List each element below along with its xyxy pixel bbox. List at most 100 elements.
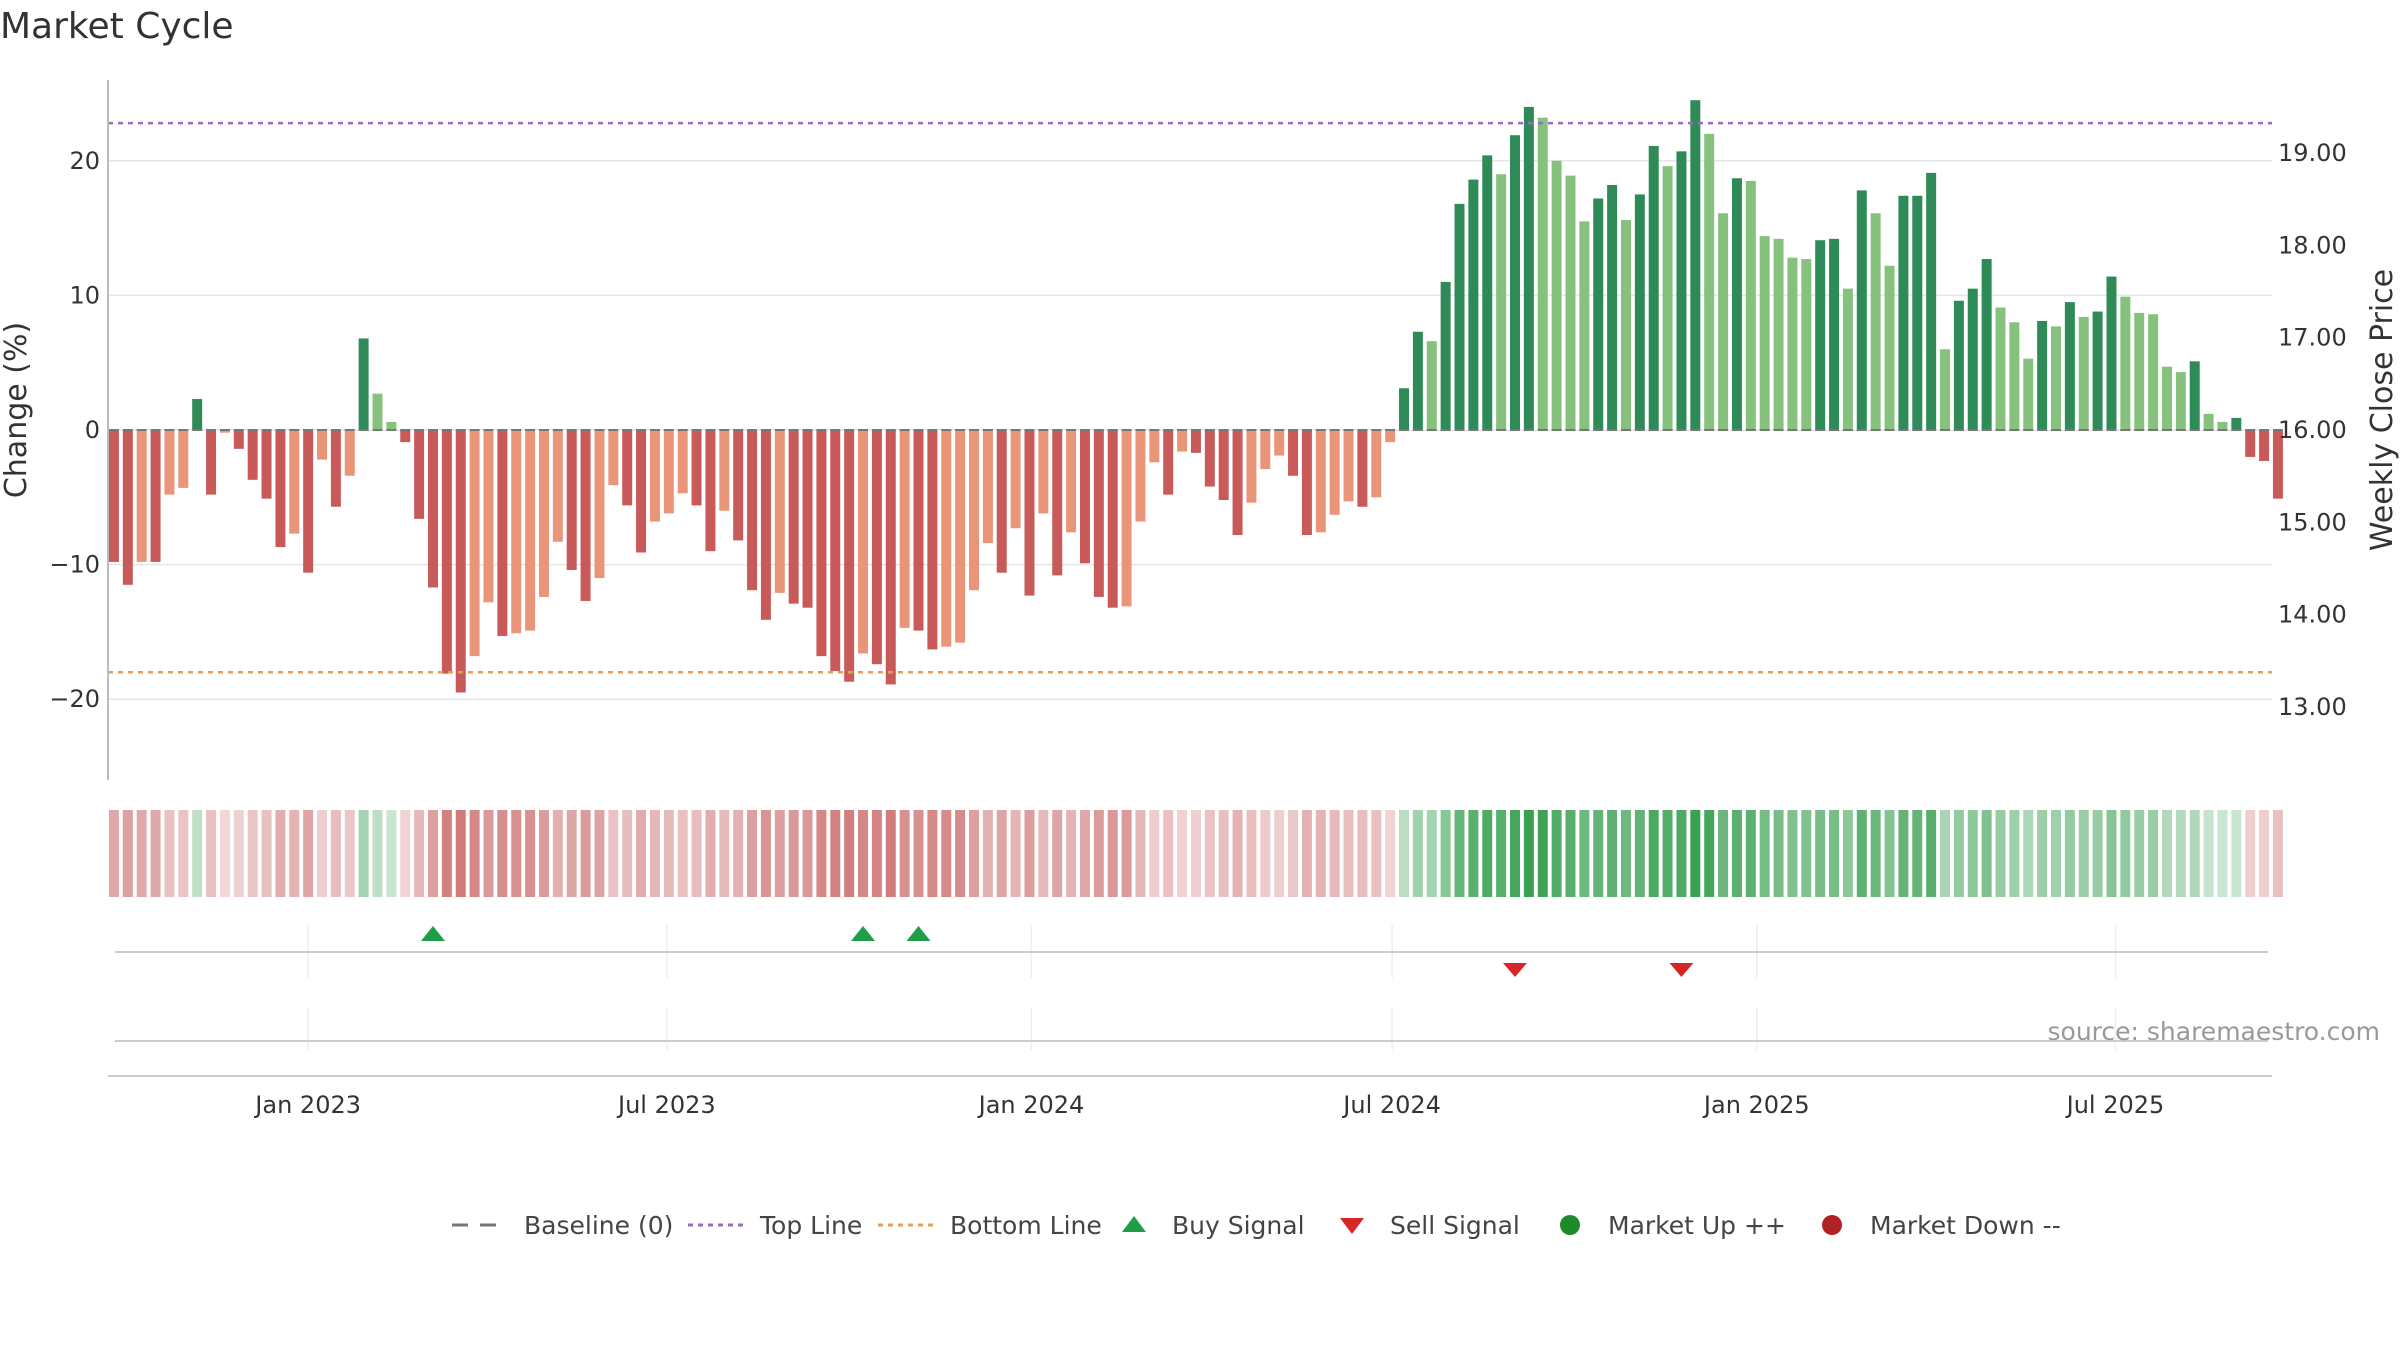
heat-cell xyxy=(1718,810,1729,897)
bar xyxy=(1052,430,1063,576)
heat-cell xyxy=(636,810,647,897)
sell-signal-marker xyxy=(1669,963,1694,977)
heat-cell xyxy=(1676,810,1687,897)
bar xyxy=(1634,194,1645,430)
heat-cell xyxy=(1856,810,1867,897)
bar xyxy=(1399,388,1410,430)
bar xyxy=(511,430,522,634)
bar xyxy=(636,430,647,553)
legend-label: Baseline (0) xyxy=(524,1211,673,1240)
heat-cell xyxy=(1190,810,1201,897)
heat-cell xyxy=(705,810,716,897)
bar xyxy=(1607,185,1618,430)
bar xyxy=(1066,430,1077,533)
bar xyxy=(2037,320,2048,430)
bar xyxy=(303,430,314,573)
bar xyxy=(885,430,896,685)
heat-cell xyxy=(1940,810,1951,897)
bar xyxy=(1385,430,1396,443)
heat-cell xyxy=(1523,810,1534,897)
legend-label: Bottom Line xyxy=(950,1211,1102,1240)
bar xyxy=(525,430,536,631)
heat-cell xyxy=(1218,810,1229,897)
heat-cell xyxy=(344,810,355,897)
heat-cell xyxy=(1537,810,1548,897)
heat-cell xyxy=(1593,810,1604,897)
heat-cell xyxy=(1038,810,1049,897)
buy-signal-marker xyxy=(851,926,876,941)
y2-tick-label: 18.00 xyxy=(2278,231,2347,259)
legend-swatch-buy xyxy=(1122,1216,1146,1232)
bar xyxy=(317,430,328,460)
bar xyxy=(1593,198,1604,430)
bar xyxy=(372,393,383,430)
bar xyxy=(927,430,938,650)
heat-cell xyxy=(164,810,175,897)
bar xyxy=(2051,326,2061,430)
bars-layer xyxy=(108,100,2283,693)
heat-cell xyxy=(497,810,508,897)
heat-cell xyxy=(1232,810,1243,897)
bar xyxy=(1565,175,1576,430)
x-tick-label: Jul 2023 xyxy=(616,1091,716,1119)
bar xyxy=(871,430,882,665)
heat-cell xyxy=(1551,810,1562,897)
heat-cell xyxy=(927,810,938,897)
bar xyxy=(1995,307,2006,430)
bar xyxy=(1926,172,1937,430)
bar xyxy=(192,399,203,430)
bar xyxy=(1620,220,1631,430)
bar xyxy=(677,430,688,494)
heat-cell xyxy=(1648,810,1659,897)
heat-cell xyxy=(566,810,577,897)
bar xyxy=(386,421,397,430)
axes-layer: 20 10 0 −10 −20 19.00 18.00 17.00 16.00 15.00 14.0… xyxy=(0,80,2400,780)
bar xyxy=(1870,213,1881,430)
heat-cell xyxy=(996,810,1007,897)
bar xyxy=(1815,240,1826,430)
legend-swatch-market-down xyxy=(1822,1215,1842,1235)
bar xyxy=(816,430,827,657)
bar xyxy=(705,430,716,552)
heat-cell xyxy=(2023,810,2034,897)
bar xyxy=(1079,430,1090,564)
heat-cell xyxy=(913,810,924,897)
heat-cell xyxy=(233,810,244,897)
bar xyxy=(2120,296,2131,430)
bar xyxy=(1454,203,1465,430)
bar xyxy=(774,430,785,593)
heat-cell xyxy=(2064,810,2075,897)
bar xyxy=(1953,300,1964,430)
bar xyxy=(802,430,813,608)
bar xyxy=(2245,430,2256,457)
bar xyxy=(1496,174,1507,430)
heat-cell xyxy=(1329,810,1340,897)
heat-cell xyxy=(2134,810,2145,897)
bar xyxy=(483,430,494,603)
bar xyxy=(1523,106,1534,430)
heat-cell xyxy=(858,810,869,897)
bar xyxy=(1856,190,1867,430)
heat-cell xyxy=(691,810,702,897)
heat-cell xyxy=(1620,810,1631,897)
bar xyxy=(1690,100,1701,430)
bar xyxy=(1510,135,1520,430)
heat-cell xyxy=(178,810,189,897)
heat-cell xyxy=(2120,810,2131,897)
heat-cell xyxy=(1066,810,1077,897)
sell-signal-marker xyxy=(1502,963,1527,977)
heat-cell xyxy=(1149,810,1160,897)
x-tick-label: Jan 2025 xyxy=(1702,1091,1810,1119)
bar xyxy=(122,430,133,585)
heat-cell xyxy=(2148,810,2159,897)
heat-cell xyxy=(1496,810,1507,897)
bar xyxy=(844,430,855,682)
heat-cell xyxy=(802,810,813,897)
heat-cell xyxy=(788,810,799,897)
bar xyxy=(150,430,161,562)
legend-item: Bottom Line xyxy=(878,1211,1102,1240)
bar xyxy=(2023,358,2034,430)
heat-cell xyxy=(1052,810,1063,897)
bar xyxy=(955,430,966,643)
chart-title: Market Cycle xyxy=(0,6,234,47)
